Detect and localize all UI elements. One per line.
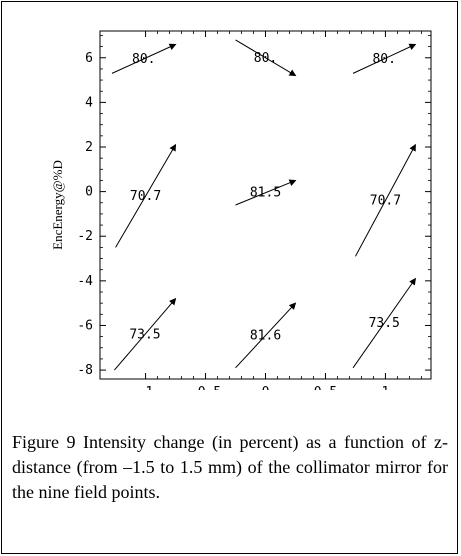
vector-arrow (114, 297, 177, 371)
figure-caption: Figure 9 Intensity change (in percent) a… (12, 432, 448, 502)
point-value-label: 81.5 (250, 186, 281, 201)
point-value-label: 73.5 (129, 327, 160, 342)
point-value-label: 80. (254, 51, 277, 66)
x-tick-label: 0.5 (314, 385, 337, 390)
point-value-label: 81.6 (250, 329, 281, 344)
vector-arrow (111, 43, 177, 74)
x-tick-label: 0 (262, 385, 270, 390)
y-tick-label: 0 (85, 185, 93, 200)
y-tick-label: -8 (77, 363, 93, 378)
vector-arrow (352, 43, 417, 74)
y-axis-label: EncEnergy@%D (50, 160, 65, 250)
point-value-label: 73.5 (369, 316, 400, 331)
vector-arrow (235, 39, 297, 77)
y-tick-label: 4 (85, 95, 93, 110)
point-value-label: 70.7 (370, 194, 401, 209)
vector-arrow (235, 302, 297, 369)
y-tick-label: -4 (77, 274, 93, 289)
vector-arrow (235, 179, 297, 206)
vector-arrow (355, 143, 416, 257)
point-value-label: 80. (132, 52, 155, 67)
y-tick-label: 6 (85, 51, 93, 66)
y-tick-label: -6 (77, 318, 93, 333)
point-value-label: 80. (372, 52, 395, 67)
vector-arrow (115, 143, 177, 248)
x-tick-label: 1 (382, 385, 390, 390)
y-tick-label: -2 (77, 229, 93, 244)
vector-arrow (352, 277, 416, 369)
vector-plot: -1 -0.5 0 0.5 1 -8 -6 -4 -2 0 2 4 6 80. 80. 80. 70.7 81.… (50, 30, 432, 390)
x-tick-label: -0.5 (190, 385, 221, 390)
x-tick-label: -1 (138, 385, 154, 390)
y-tick-label: 2 (85, 140, 93, 155)
point-value-label: 70.7 (130, 189, 161, 204)
